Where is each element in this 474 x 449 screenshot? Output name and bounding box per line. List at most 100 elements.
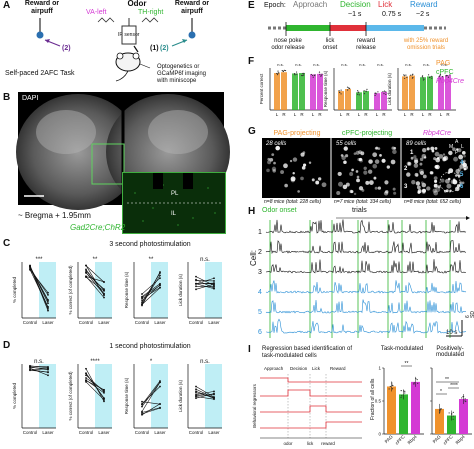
fraction-chart-1: PAG cPFC Rbp4 — [430, 367, 472, 446]
cell-id-5: 5 — [460, 172, 464, 178]
laser-point — [47, 302, 49, 305]
lr-point — [412, 76, 414, 79]
event-release: release — [356, 45, 376, 51]
cell-spot — [321, 182, 327, 188]
cell-spot — [443, 155, 449, 161]
cell-spot — [434, 165, 439, 169]
cell-spot — [365, 180, 370, 185]
epoch-prefix: Epoch: — [264, 2, 286, 9]
xtick: L — [376, 112, 379, 117]
scale-x-label: 10 s — [446, 330, 458, 336]
cell-spot — [374, 159, 380, 164]
left-port-icon — [36, 31, 44, 39]
mouse-point — [451, 413, 453, 415]
xtick-category: PAG — [432, 434, 442, 444]
control-point — [195, 385, 197, 388]
control-point — [85, 275, 87, 278]
cell-spot — [271, 153, 275, 157]
cell-spot — [280, 170, 285, 174]
ylabel: % correct (of completed) — [68, 371, 73, 421]
reward-airpuff-left-1: Reward or — [24, 0, 60, 7]
epoch-reward: Reward — [330, 366, 346, 371]
significance-label: n.s. — [341, 62, 347, 67]
cell-spot — [392, 187, 396, 191]
lr-point — [340, 89, 342, 91]
genotype-label: Gad2Cre;ChR2 — [70, 223, 126, 232]
ytick-label: 1 — [378, 366, 381, 371]
count-cpfc: 55 cells — [336, 141, 357, 147]
lr-bar — [345, 89, 351, 110]
xtick: R — [382, 112, 386, 117]
cell-spot — [433, 190, 439, 196]
pair-line — [141, 277, 161, 295]
cell-spot — [448, 150, 453, 156]
mouse-point — [439, 409, 441, 411]
xtick: L — [440, 112, 443, 117]
pair-line — [141, 283, 161, 297]
lr-bar — [274, 73, 280, 110]
cell-spot — [375, 146, 379, 150]
paired-plot-0: *** % completed Control Laser — [12, 257, 56, 325]
pair-line — [141, 380, 161, 405]
significance-label: ** — [93, 257, 98, 263]
pair-line — [195, 279, 215, 289]
panel-c-title: 3 second photostimulation — [109, 241, 191, 248]
mouse-point — [415, 377, 417, 380]
pair-line — [85, 269, 105, 294]
pair-line — [85, 374, 105, 392]
lr-point — [301, 74, 303, 77]
sig-pos-1: * — [440, 389, 442, 395]
significance-label: *** — [35, 257, 43, 263]
mouse-point — [413, 383, 415, 385]
cell-spot — [300, 176, 304, 181]
cell-spot — [353, 192, 357, 196]
lr-bar — [281, 72, 287, 110]
xtick-laser: Laser — [208, 430, 220, 435]
scale-y-label: 6 SD — [465, 311, 474, 318]
odor-right-label: TH-right — [138, 9, 164, 16]
xtick-control: Control — [23, 320, 38, 325]
cell-spot — [284, 183, 288, 188]
lr-bar — [310, 74, 316, 110]
lr-point — [357, 90, 359, 92]
task-schematic — [36, 17, 196, 82]
odor-left-label: VA-left — [86, 9, 107, 16]
cell-spot — [445, 178, 450, 184]
xtick: L — [294, 112, 297, 117]
control-point — [195, 288, 197, 291]
cell-spot — [343, 160, 347, 165]
lr-point — [363, 90, 365, 92]
laser-point — [213, 396, 215, 399]
duration-reward: ~2 s — [416, 11, 430, 18]
cell-spot — [355, 150, 360, 155]
cell-spot — [457, 167, 462, 172]
laser-point — [213, 287, 215, 290]
cell-spot — [430, 146, 435, 151]
chr2-inset: PL IL — [122, 172, 226, 234]
cell-spot — [300, 152, 305, 157]
ylabel: Response time (s) — [124, 271, 129, 308]
cell-maps — [262, 138, 470, 198]
chart-title-task: Task-modulated — [380, 346, 424, 352]
compass-m: M — [449, 144, 454, 150]
cell-spot — [266, 168, 270, 173]
xtick: L — [312, 112, 315, 117]
significance-label: n.s. — [200, 257, 210, 263]
trace-cell-3 — [265, 259, 467, 274]
cell-id-6: 6 — [460, 184, 464, 190]
event-odor-release: odor release — [271, 45, 305, 51]
xtick: L — [358, 112, 361, 117]
event-nose-poke: nose poke — [274, 38, 302, 44]
lr-point — [377, 91, 379, 93]
lr-point — [312, 76, 314, 78]
pair-line — [141, 407, 161, 413]
lr-point — [382, 91, 384, 93]
lr-bar — [445, 75, 451, 110]
pair-line — [29, 367, 49, 376]
epoch-approach: Approach — [293, 0, 328, 9]
trace-cell-5 — [265, 299, 467, 314]
lr-point — [439, 78, 441, 80]
cell-spot — [414, 172, 419, 177]
cell-spot — [442, 153, 446, 156]
lr-point — [338, 90, 340, 92]
